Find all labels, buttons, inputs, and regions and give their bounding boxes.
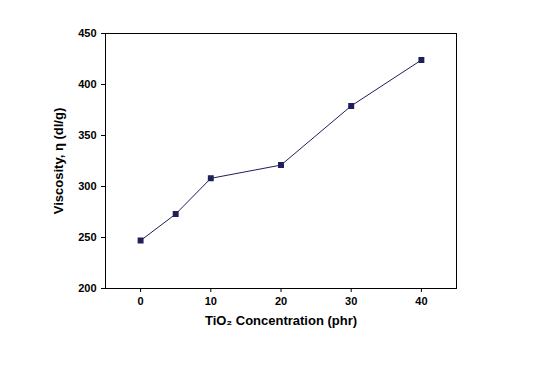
- svg-text:20: 20: [275, 295, 287, 307]
- svg-text:400: 400: [78, 78, 96, 90]
- svg-text:10: 10: [205, 295, 217, 307]
- svg-text:30: 30: [345, 295, 357, 307]
- svg-text:250: 250: [78, 231, 96, 243]
- svg-text:40: 40: [415, 295, 427, 307]
- svg-text:300: 300: [78, 180, 96, 192]
- svg-text:Viscosity, η (dl/g): Viscosity, η (dl/g): [51, 108, 66, 214]
- svg-text:350: 350: [78, 129, 96, 141]
- svg-text:TiO₂ Concentration (phr): TiO₂ Concentration (phr): [205, 313, 357, 328]
- svg-text:0: 0: [138, 295, 144, 307]
- svg-text:200: 200: [78, 282, 96, 294]
- svg-text:450: 450: [78, 27, 96, 39]
